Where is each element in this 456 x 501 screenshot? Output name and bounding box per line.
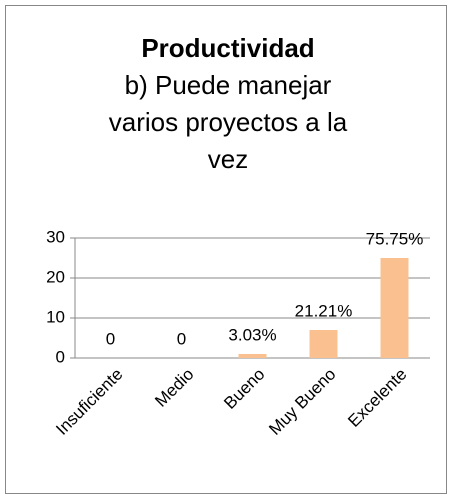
y-tick-label: 10 xyxy=(46,307,65,326)
value-label: 0 xyxy=(177,329,186,348)
y-tick-label: 0 xyxy=(56,347,65,366)
y-tick-label: 20 xyxy=(46,267,65,286)
chart-subtitle: b) Puede manejar varios proyectos a la v… xyxy=(108,70,348,174)
bar xyxy=(380,258,409,358)
y-tick-label: 30 xyxy=(46,227,65,246)
value-label: 3.03% xyxy=(228,325,276,344)
value-label: 0 xyxy=(106,329,115,348)
chart-frame xyxy=(5,5,447,494)
bar xyxy=(309,330,338,358)
value-label: 21.21% xyxy=(295,301,353,320)
value-label: 75.75% xyxy=(366,229,424,248)
bar xyxy=(238,354,267,358)
titles: Productividad b) Puede manejar varios pr… xyxy=(93,30,363,178)
chart-title: Productividad xyxy=(141,33,315,63)
